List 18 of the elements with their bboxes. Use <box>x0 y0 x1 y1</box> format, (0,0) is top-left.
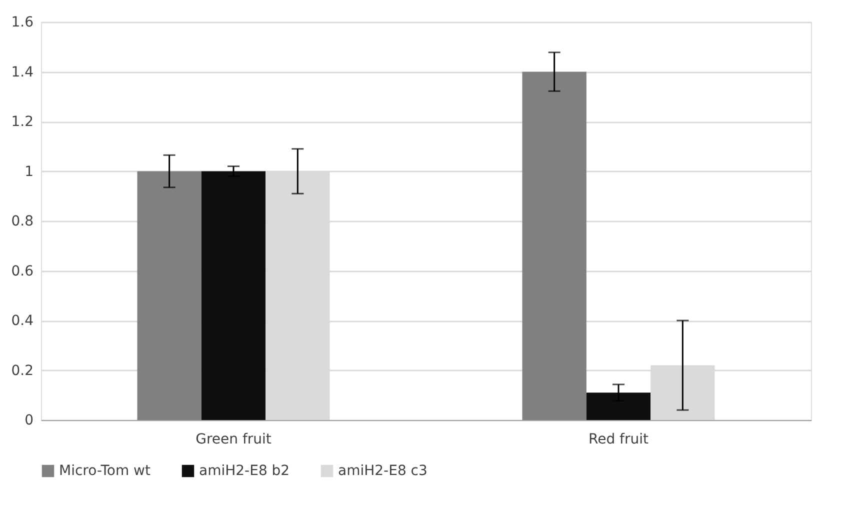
y-tick-label: 0.2 <box>11 362 34 379</box>
y-tick-label: 1.6 <box>11 14 34 30</box>
legend-label: amiH2-E8 c3 <box>338 463 428 479</box>
bar <box>586 392 651 420</box>
x-tick-label: Green fruit <box>196 432 272 448</box>
y-tick-label: 1.4 <box>11 64 34 80</box>
y-tick-label: 0.8 <box>11 214 34 230</box>
bar <box>201 171 266 420</box>
y-tick-label: 0.4 <box>11 313 34 329</box>
y-tick-label: 1 <box>24 164 34 180</box>
legend-label: amiH2-E8 b2 <box>199 463 290 479</box>
bar <box>522 72 586 420</box>
y-tick-label: 1.2 <box>11 114 34 130</box>
y-tick-label: 0.6 <box>11 263 34 280</box>
bar <box>137 171 202 420</box>
y-tick-label: 0 <box>24 412 34 428</box>
x-tick-label: Red fruit <box>588 432 649 448</box>
legend-label: Micro-Tom wt <box>59 463 151 479</box>
